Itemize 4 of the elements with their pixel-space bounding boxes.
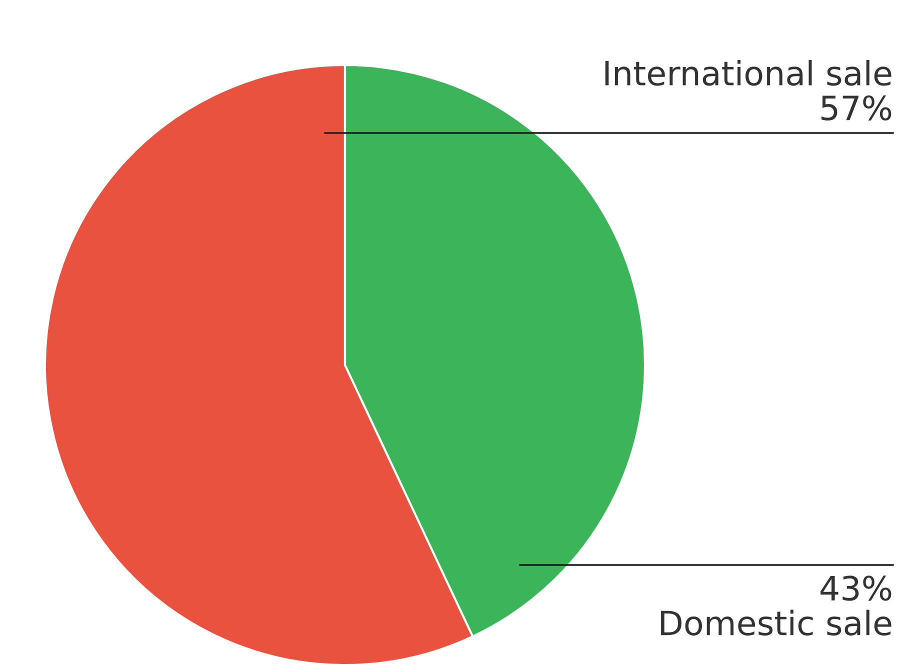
data-label: 57%	[821, 95, 892, 121]
data-label: 43%	[820, 576, 892, 601]
slice-label: Domestic sale	[661, 610, 892, 636]
slice-label: International sale	[605, 60, 892, 86]
